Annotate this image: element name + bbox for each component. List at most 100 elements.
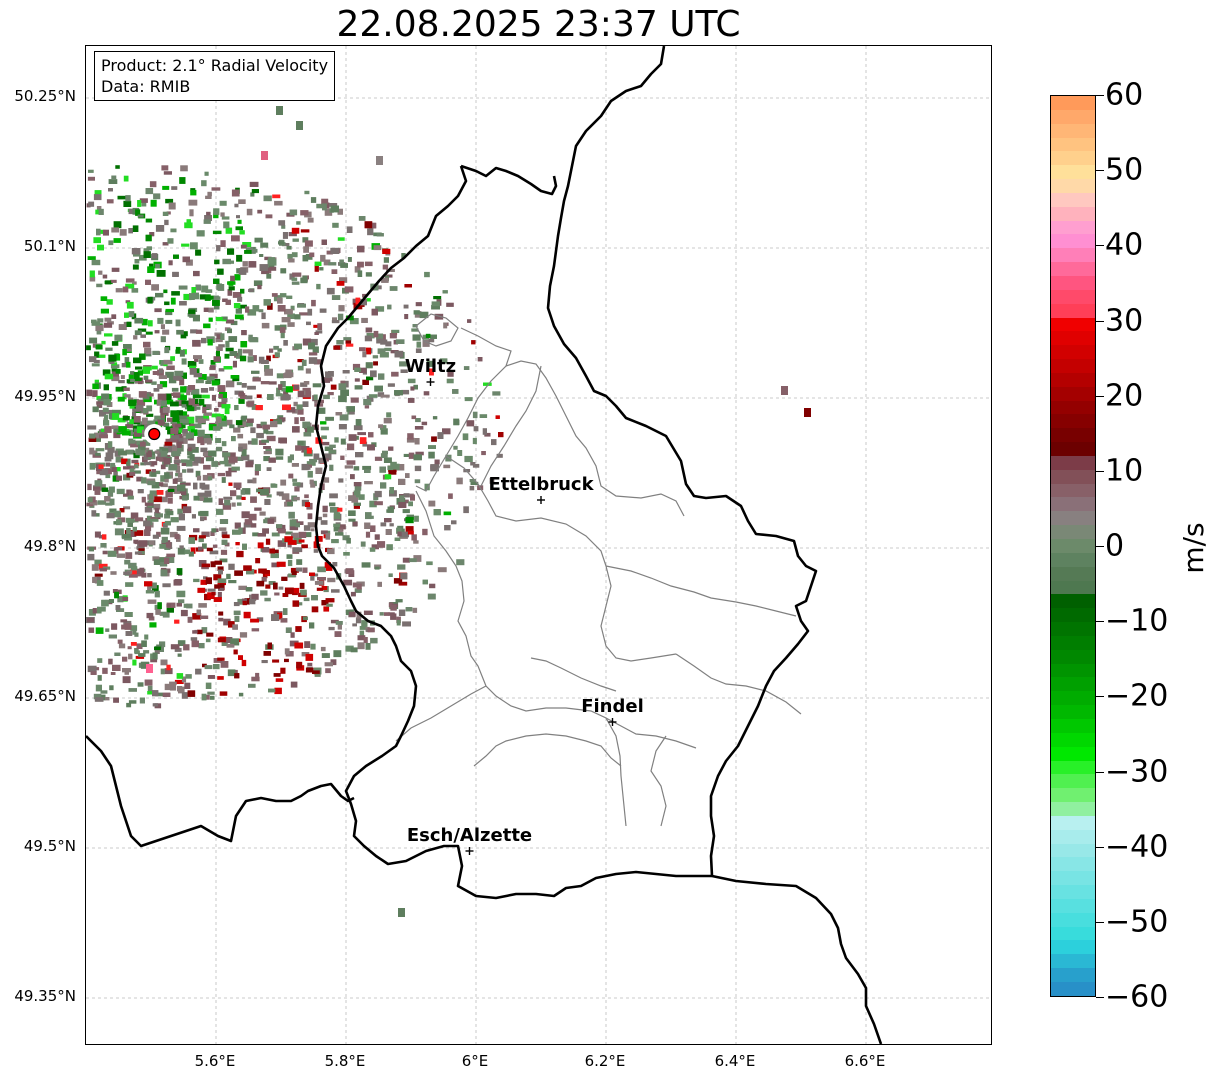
echo-pixel bbox=[205, 457, 214, 462]
echo-pixel bbox=[236, 550, 244, 558]
echo-pixel bbox=[176, 329, 184, 335]
echo-pixel bbox=[221, 531, 228, 538]
lon-tick-label: 5.8°E bbox=[324, 1052, 366, 1070]
echo-pixel bbox=[220, 661, 229, 668]
echo-pixel bbox=[145, 524, 152, 532]
colorbar-segment bbox=[1051, 469, 1095, 484]
echo-pixel bbox=[94, 697, 104, 702]
echo-pixel bbox=[179, 349, 185, 357]
echo-pixel bbox=[234, 405, 239, 411]
echo-pixel bbox=[160, 360, 167, 366]
echo-pixel bbox=[473, 426, 479, 432]
echo-pixel bbox=[297, 408, 304, 415]
echo-pixel bbox=[271, 614, 280, 621]
echo-pixel bbox=[210, 531, 215, 536]
echo-pixel bbox=[207, 588, 216, 592]
echo-pixel bbox=[320, 530, 328, 535]
echo-pixel bbox=[137, 543, 145, 551]
echo-pixel bbox=[264, 368, 273, 376]
echo-pixel bbox=[275, 456, 284, 460]
echo-pixel bbox=[357, 261, 364, 268]
echo-pixel bbox=[87, 618, 94, 622]
echo-pixel bbox=[162, 185, 170, 190]
echo-pixel bbox=[320, 646, 326, 652]
echo-pixel bbox=[216, 245, 221, 252]
echo-pixel bbox=[370, 525, 376, 532]
echo-pixel bbox=[419, 311, 429, 319]
echo-pixel bbox=[132, 225, 139, 232]
echo-pixel bbox=[322, 513, 328, 518]
colorbar-tick-label: 0 bbox=[1105, 528, 1125, 564]
echo-pixel bbox=[201, 285, 209, 293]
echo-pixel bbox=[313, 324, 318, 328]
echo-pixel bbox=[149, 540, 154, 545]
echo-pixel bbox=[145, 234, 152, 242]
echo-pixel bbox=[333, 650, 342, 658]
echo-pixel bbox=[244, 519, 253, 525]
echo-pixel bbox=[335, 412, 343, 416]
colorbar-segment bbox=[1051, 96, 1095, 110]
echo-pixel bbox=[295, 445, 301, 451]
echo-pixel bbox=[313, 573, 319, 577]
echo-pixel bbox=[111, 467, 117, 472]
echo-pixel bbox=[472, 463, 480, 468]
echo-pixel bbox=[111, 267, 120, 272]
echo-pixel bbox=[115, 605, 121, 611]
echo-pixel bbox=[302, 616, 308, 621]
echo-pixel bbox=[247, 385, 256, 390]
echo-pixel bbox=[347, 257, 352, 262]
echo-pixel bbox=[321, 600, 329, 606]
echo-pixel bbox=[175, 473, 181, 477]
echo-pixel bbox=[180, 609, 188, 617]
echo-pixel bbox=[414, 515, 419, 522]
echo-pixel bbox=[156, 531, 161, 537]
echo-pixel bbox=[302, 338, 311, 346]
colorbar-segment bbox=[1051, 649, 1095, 664]
echo-pixel bbox=[201, 484, 210, 490]
echo-pixel bbox=[448, 493, 453, 499]
echo-pixel bbox=[259, 511, 266, 516]
colorbar-tickmark bbox=[1096, 846, 1104, 848]
echo-pixel bbox=[114, 652, 121, 656]
echo-pixel bbox=[201, 563, 210, 568]
echo-pixel bbox=[200, 579, 207, 585]
echo-pixel bbox=[285, 651, 294, 657]
echo-pixel bbox=[174, 477, 183, 482]
echo-pixel bbox=[143, 408, 148, 414]
echo-pixel bbox=[363, 610, 373, 615]
echo-pixel bbox=[151, 482, 160, 489]
echo-pixel bbox=[145, 218, 153, 223]
echo-pixel bbox=[256, 432, 264, 439]
echo-pixel bbox=[311, 595, 318, 601]
echo-pixel bbox=[219, 200, 227, 206]
echo-pixel bbox=[103, 590, 110, 596]
echo-pixel bbox=[172, 445, 181, 452]
echo-pixel bbox=[297, 391, 304, 398]
echo-pixel bbox=[312, 346, 319, 353]
echo-pixel bbox=[124, 623, 132, 630]
echo-pixel bbox=[233, 610, 241, 615]
colorbar-tickmark bbox=[1096, 921, 1104, 923]
echo-pixel bbox=[133, 335, 138, 340]
echo-pixel bbox=[203, 307, 209, 312]
echo-pixel bbox=[174, 579, 182, 585]
echo-pixel bbox=[241, 330, 247, 336]
echo-pixel bbox=[172, 271, 179, 277]
echo-pixel bbox=[247, 309, 257, 316]
echo-pixel bbox=[193, 482, 198, 490]
echo-pixel bbox=[152, 652, 158, 660]
echo-pixel bbox=[136, 643, 143, 649]
echo-pixel bbox=[293, 547, 302, 552]
echo-pixel bbox=[197, 436, 206, 444]
echo-pixel bbox=[273, 345, 279, 350]
echo-pixel bbox=[391, 329, 400, 333]
echo-pixel bbox=[98, 208, 104, 215]
echo-pixel bbox=[380, 425, 387, 430]
echo-pixel bbox=[179, 301, 187, 306]
echo-pixel bbox=[362, 351, 367, 358]
radar-map[interactable]: Wiltz Ettelbruck Findel Esch/Alzette bbox=[85, 45, 992, 1045]
echo-pixel bbox=[202, 474, 211, 481]
echo-pixel bbox=[305, 502, 310, 507]
echo-pixel bbox=[303, 381, 310, 385]
echo-pixel bbox=[291, 281, 300, 285]
